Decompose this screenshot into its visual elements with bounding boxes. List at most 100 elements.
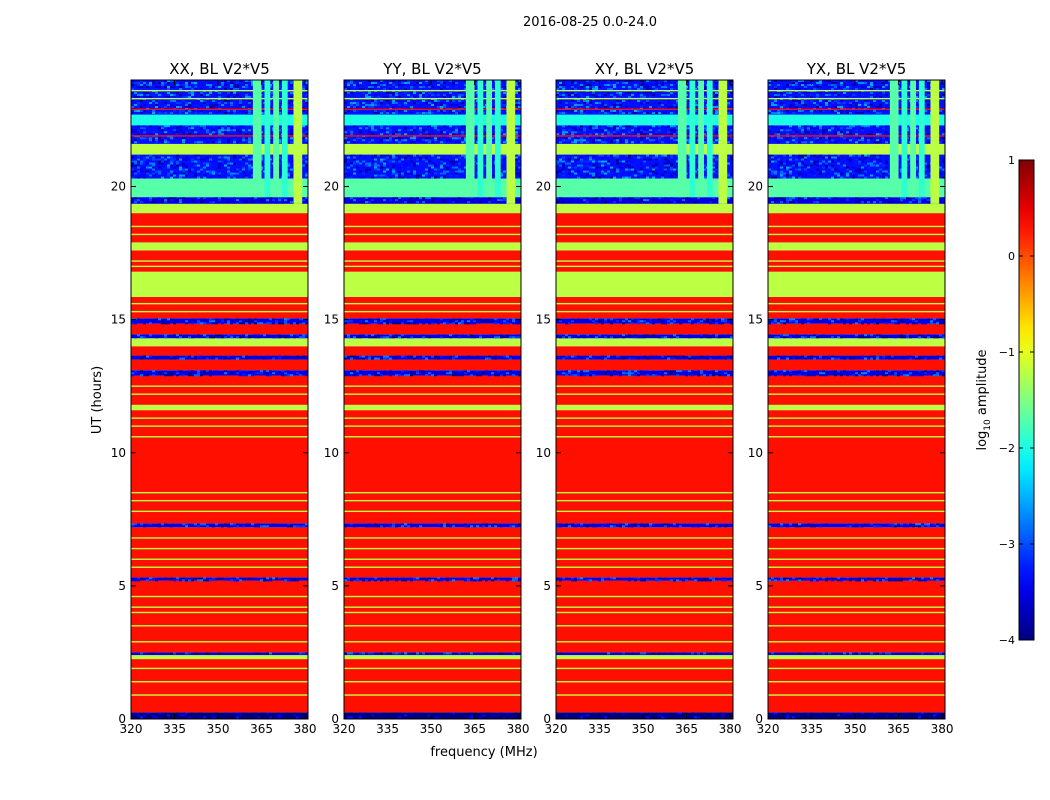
noise-pixel [592, 164, 595, 167]
noise-pixel [482, 100, 485, 102]
noise-pixel [556, 112, 559, 114]
noise-pixel [170, 176, 173, 179]
noise-pixel [488, 320, 491, 323]
noise-pixel [398, 129, 401, 132]
noise-pixel [574, 166, 577, 169]
noise-pixel [500, 156, 503, 159]
noise-pixel [556, 110, 559, 112]
noise-pixel [407, 82, 410, 84]
noise-pixel [362, 577, 365, 580]
noise-pixel [236, 154, 239, 157]
noise-pixel [182, 100, 185, 102]
noise-pixel [230, 88, 233, 90]
noise-pixel [269, 88, 272, 90]
noise-pixel [182, 137, 185, 140]
noise-pixel [368, 82, 371, 84]
noise-pixel [356, 139, 359, 142]
noise-pixel [218, 129, 221, 132]
noise-pixel [137, 170, 140, 173]
noise-pixel [161, 112, 164, 114]
noise-pixel [392, 137, 395, 140]
noise-pixel [245, 201, 248, 204]
noise-pixel [470, 197, 473, 200]
noise-pixel [649, 170, 652, 173]
noise-pixel [574, 357, 577, 360]
noise-pixel [395, 158, 398, 161]
noise-pixel [245, 322, 248, 325]
noise-pixel [299, 336, 302, 339]
noise-pixel [185, 102, 188, 104]
noise-pixel [227, 523, 230, 526]
noise-pixel [577, 355, 580, 358]
noise-pixel [622, 334, 625, 337]
noise-pixel [422, 372, 425, 375]
noise-pixel [155, 125, 158, 128]
noise-pixel [137, 714, 140, 717]
noise-pixel [565, 162, 568, 165]
noise-pixel [497, 355, 500, 358]
noise-pixel [395, 102, 398, 104]
noise-pixel [362, 125, 365, 128]
noise-pixel [655, 96, 658, 98]
noise-pixel [146, 84, 149, 86]
noise-pixel [503, 374, 506, 377]
x-tick-label: 380 [294, 722, 317, 736]
heatmap-band [556, 143, 733, 155]
noise-pixel [718, 716, 721, 719]
noise-pixel [604, 94, 607, 96]
noise-pixel [706, 374, 709, 377]
noise-pixel [365, 125, 368, 128]
noise-pixel [224, 80, 227, 82]
noise-pixel [470, 334, 473, 337]
noise-pixel [389, 133, 392, 136]
noise-pixel [488, 334, 491, 337]
noise-pixel [287, 125, 290, 128]
noise-pixel [287, 370, 290, 373]
noise-pixel [404, 104, 407, 106]
heatmap-band [556, 580, 733, 653]
heatmap-band [556, 577, 733, 581]
noise-pixel [347, 88, 350, 90]
noise-pixel [676, 110, 679, 112]
noise-pixel [236, 94, 239, 96]
noise-pixel [362, 652, 365, 655]
noise-pixel [559, 652, 562, 655]
noise-pixel [239, 84, 242, 86]
noise-pixel [595, 197, 598, 200]
noise-pixel [610, 110, 613, 112]
noise-pixel [607, 652, 610, 655]
noise-pixel [613, 139, 616, 142]
noise-pixel [383, 336, 386, 339]
noise-pixel [167, 714, 170, 717]
noise-pixel [242, 168, 245, 171]
noise-pixel [416, 112, 419, 114]
heatmap-line [344, 547, 521, 550]
noise-pixel [449, 199, 452, 202]
noise-pixel [595, 174, 598, 177]
noise-pixel [613, 131, 616, 134]
noise-pixel [344, 141, 347, 144]
noise-pixel [344, 322, 347, 325]
noise-pixel [652, 94, 655, 96]
noise-pixel [233, 112, 236, 114]
noise-pixel [242, 137, 245, 140]
noise-pixel [137, 110, 140, 112]
heatmap-band [131, 523, 308, 528]
noise-pixel [407, 525, 410, 528]
heatmap-band [344, 296, 521, 319]
noise-pixel [359, 88, 362, 90]
noise-pixel [488, 201, 491, 204]
noise-pixel [359, 137, 362, 140]
noise-pixel [589, 104, 592, 106]
noise-pixel [583, 170, 586, 173]
noise-pixel [374, 374, 377, 377]
noise-pixel [643, 525, 646, 528]
noise-pixel [628, 176, 631, 179]
noise-pixel [670, 106, 673, 108]
noise-pixel [173, 110, 176, 112]
noise-pixel [347, 197, 350, 200]
noise-pixel [398, 154, 401, 157]
noise-pixel [556, 84, 559, 86]
noise-pixel [658, 84, 661, 86]
noise-pixel [422, 94, 425, 96]
